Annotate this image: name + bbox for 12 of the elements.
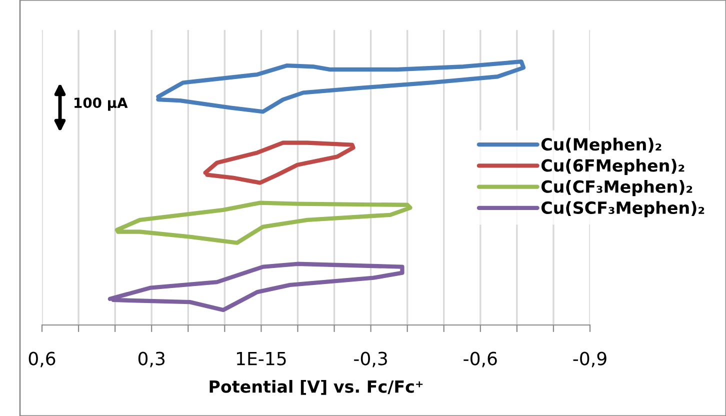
x-tick-label: -0,6 [464, 352, 497, 368]
legend-label: Cu(SCF₃Mephen)₂ [541, 201, 704, 218]
x-tick-label: 0,3 [138, 352, 165, 368]
x-tick-label: -0,3 [354, 352, 387, 368]
x-tick-label: -0,9 [573, 352, 606, 368]
x-axis-title: Potential [V] vs. Fc/Fc⁺ [210, 380, 423, 395]
x-tick-label: 0,6 [28, 352, 56, 368]
annotation: 100 µA [74, 98, 128, 111]
legend-label: Cu(Mephen)₂ [541, 138, 662, 154]
legend-label: Cu(6FMephen)₂ [541, 158, 684, 175]
x-tick-label: 1E-15 [236, 352, 286, 366]
legend-label: Cu(CF₃Mephen)₂ [541, 180, 692, 196]
